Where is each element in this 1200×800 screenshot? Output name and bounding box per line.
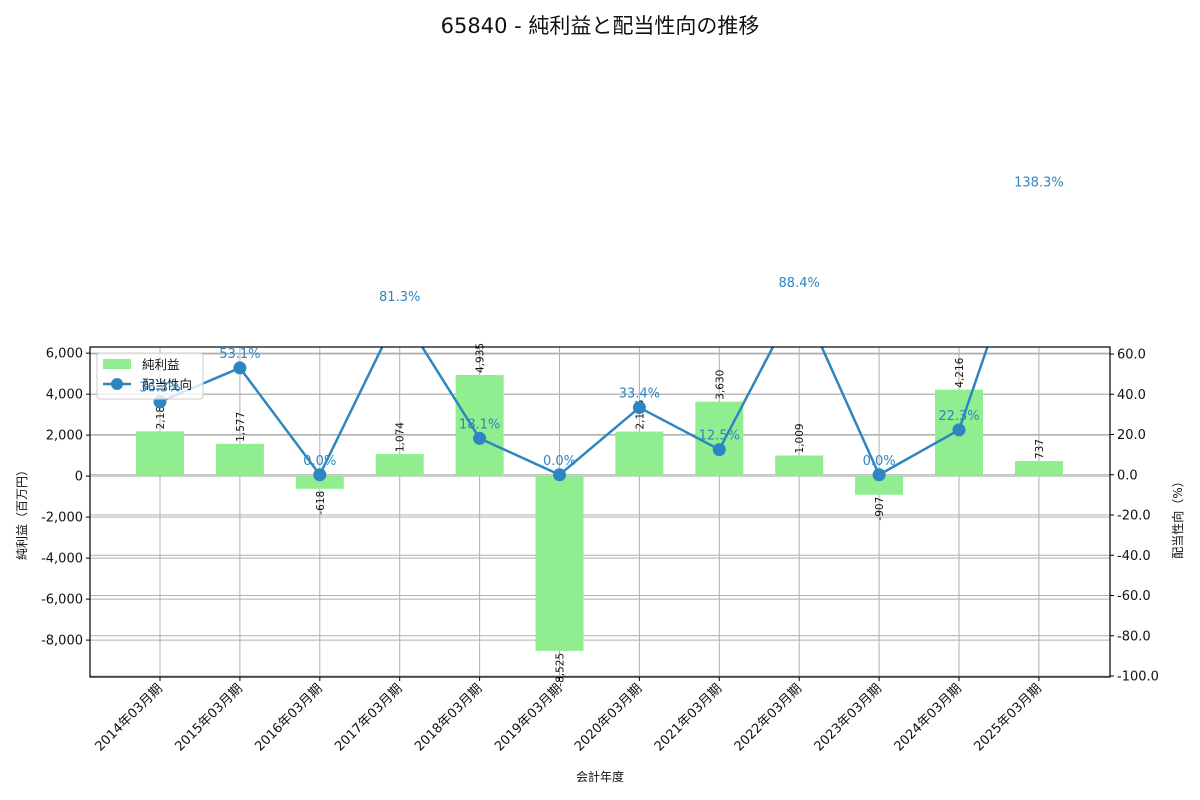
payout-ratio-value-label: 81.3% <box>379 290 420 305</box>
x-axis-tick-label: 2016年03月期 <box>252 681 325 754</box>
bar-net-income <box>375 454 424 477</box>
x-axis-tick-label: 2018年03月期 <box>412 681 485 754</box>
legend-bar-swatch <box>103 359 131 369</box>
payout-ratio-marker <box>1032 190 1045 203</box>
left-axis-title: 純利益（百万円） <box>15 464 29 560</box>
x-axis-tick-label: 2024年03月期 <box>892 681 965 754</box>
x-axis-tick-label: 2022年03月期 <box>732 681 805 754</box>
bar-value-labels: 2,185 1,577-6181,0744,935-8,5252,1753,630… <box>155 343 1046 687</box>
right-axis-tick-label: -80.0 <box>1117 629 1151 644</box>
payout-ratio-value-label: 12.5% <box>699 429 740 444</box>
axes: 6,000 4,000 2,000 0 -2,000 -4,000 -6,000 -8,000… <box>15 346 1185 784</box>
bar-value-label: 4,935 <box>475 343 487 373</box>
payout-ratio-value-label: 33.4% <box>619 387 660 402</box>
right-axis-tick-label: 60.0 <box>1117 348 1146 363</box>
payout-ratio-marker <box>632 401 646 415</box>
bar-net-income <box>855 476 904 495</box>
x-axis-tick-label: 2019年03月期 <box>492 681 565 754</box>
bar-net-income <box>1014 461 1063 477</box>
bar-value-label: -618 <box>315 491 327 515</box>
x-axis-title: 会計年度 <box>576 769 624 784</box>
payout-ratio-marker <box>952 423 966 437</box>
left-axis-tick-label: -4,000 <box>41 552 83 567</box>
left-axis-tick-label: 2,000 <box>46 429 83 444</box>
right-axis-tick-label: -100.0 <box>1117 669 1159 684</box>
bar-value-label: 3,630 <box>714 370 726 400</box>
bar-net-income <box>535 476 584 651</box>
x-axis-tick-label: 2014年03月期 <box>93 681 166 754</box>
bar-value-label: 1,074 <box>395 422 407 452</box>
x-axis-tick-label: 2017年03月期 <box>332 681 405 754</box>
payout-ratio-marker <box>793 290 806 303</box>
payout-ratio-value-label: 53.1% <box>219 347 260 362</box>
left-axis-tick-label: 0 <box>75 470 83 485</box>
payout-ratio-value-label: 0.0% <box>543 454 576 469</box>
right-axis-tick-label: 20.0 <box>1117 428 1146 443</box>
bar-value-label: -8,525 <box>555 653 567 687</box>
payout-ratio-value-label: 0.0% <box>303 454 336 469</box>
bar-net-income <box>455 374 504 477</box>
bar-value-label: 4,216 <box>954 357 966 387</box>
payout-ratio-value-label: 36.3% <box>139 381 180 396</box>
x-axis-tick-label: 2020年03月期 <box>572 681 645 754</box>
plot-frame <box>89 346 1111 678</box>
payout-ratio-value-label: 18.1% <box>459 417 500 432</box>
bar-net-income <box>615 431 664 477</box>
payout-ratio-value-label: 22.3% <box>938 409 979 424</box>
bar-value-label: 1,577 <box>235 412 247 442</box>
bar-net-income <box>295 476 344 489</box>
payout-ratio-marker <box>393 305 406 318</box>
right-axis-title: 配当性向（%） <box>1170 475 1185 558</box>
bar-net-income <box>695 401 744 477</box>
payout-ratio-marker <box>553 468 566 482</box>
right-axis-tick-label: 0.0 <box>1117 468 1138 483</box>
payout-ratio-marker <box>473 431 487 445</box>
payout-ratio-marker <box>712 443 726 457</box>
x-axis-tick-label: 2023年03月期 <box>812 681 885 754</box>
payout-ratio-labels: 36.3% 53.1% 0.0% 81.3% 18.1% 0.0% 33.4% 12.5% 88… <box>139 175 1063 468</box>
net-income-bars <box>136 374 1063 651</box>
payout-ratio-line <box>153 190 1045 482</box>
payout-ratio-value-label: 0.0% <box>863 454 896 469</box>
bar-value-label: 737 <box>1034 439 1046 459</box>
x-axis-tick-label: 2015年03月期 <box>172 681 245 754</box>
payout-ratio-marker <box>233 361 247 375</box>
x-axis-tick-label: 2025年03月期 <box>971 681 1044 754</box>
bar-net-income <box>136 431 184 477</box>
legend-label-net-income: 純利益 <box>142 357 180 372</box>
bar-value-label: -907 <box>874 497 886 521</box>
legend-marker-icon <box>111 378 123 390</box>
legend-label-payout-ratio: 配当性向 <box>142 377 192 392</box>
bar-net-income <box>775 455 824 477</box>
left-axis-tick-label: 4,000 <box>46 388 83 403</box>
payout-ratio-marker <box>313 468 327 482</box>
left-axis-tick-label: -8,000 <box>41 634 83 649</box>
right-axis-tick-label: -40.0 <box>1117 549 1151 564</box>
x-axis-tick-label: 2021年03月期 <box>652 681 725 754</box>
payout-ratio-value-label: 138.3% <box>1014 175 1064 190</box>
left-axis-tick-label: -6,000 <box>41 593 83 608</box>
payout-ratio-value-label: 88.4% <box>779 276 820 291</box>
chart-title: 65840 - 純利益と配当性向の推移 <box>440 14 760 38</box>
left-axis-tick-label: -2,000 <box>41 511 83 526</box>
bar-value-label: 1,009 <box>794 423 806 453</box>
bar-net-income <box>215 443 264 477</box>
left-axis-tick-label: 6,000 <box>46 347 83 362</box>
right-axis-tick-label: -20.0 <box>1117 509 1151 524</box>
right-axis-tick-label: -60.0 <box>1117 589 1151 604</box>
payout-ratio-marker <box>872 468 886 482</box>
payout-ratio-polyline <box>159 347 989 478</box>
right-axis-tick-label: 40.0 <box>1117 388 1146 403</box>
